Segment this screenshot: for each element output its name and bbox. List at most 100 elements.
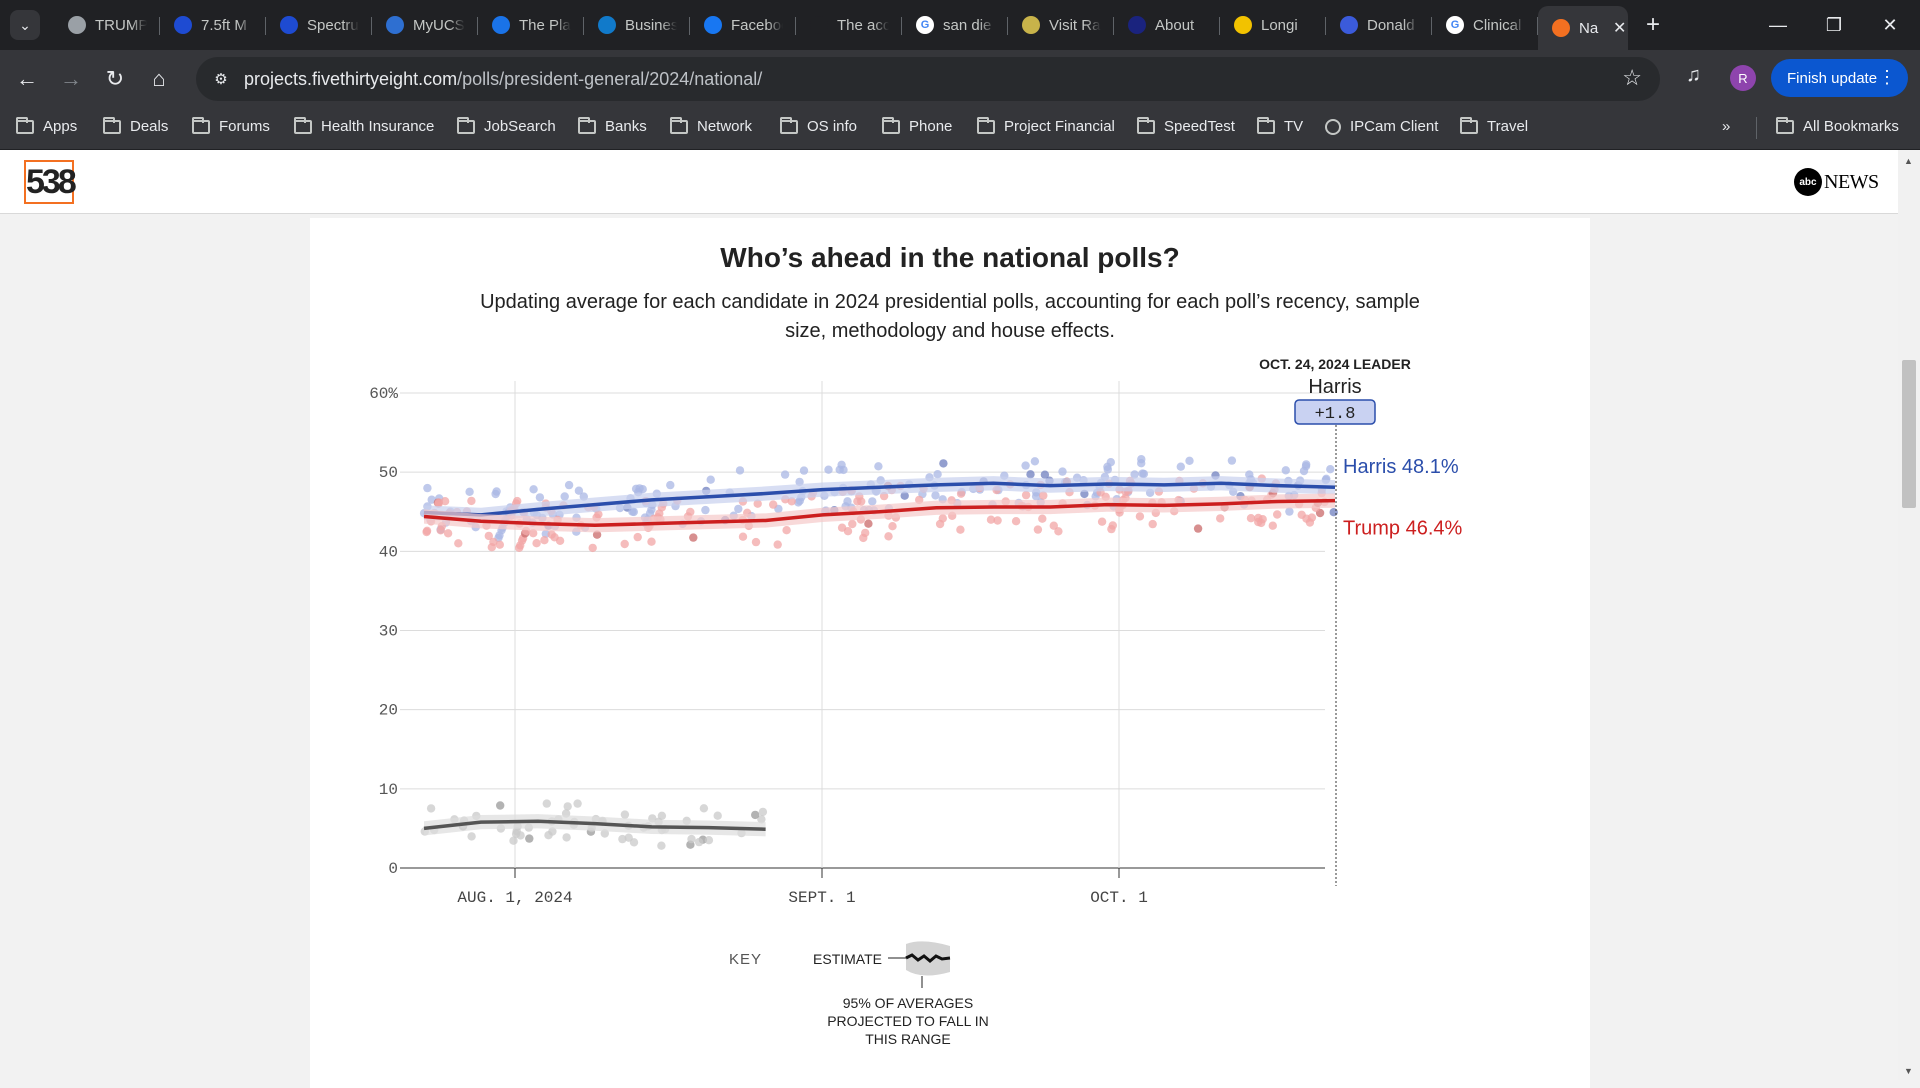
tab-7[interactable]: The acc — [796, 7, 902, 43]
site-header: 538 abc NEWS — [0, 150, 1898, 214]
y-tick-label: 20 — [379, 702, 398, 720]
poll-dot — [933, 470, 942, 479]
poll-dot — [588, 543, 597, 553]
tab-label: 7.5ft M — [201, 16, 247, 34]
close-tab-icon[interactable]: ✕ — [1613, 20, 1627, 37]
facebook-icon — [704, 16, 722, 34]
close-window-button[interactable]: ✕ — [1882, 14, 1898, 35]
restore-button[interactable]: ❐ — [1825, 14, 1843, 35]
tab-5[interactable]: Business — [584, 7, 690, 43]
bookmark-6[interactable]: Network — [670, 116, 752, 135]
tab-12[interactable]: Donald — [1326, 7, 1432, 43]
poll-dot — [426, 804, 436, 813]
scroll-down-arrow[interactable]: ▼ — [1904, 1066, 1913, 1076]
poll-dot — [706, 475, 715, 484]
poll-dot — [467, 832, 476, 841]
abc-news-word: NEWS — [1824, 170, 1879, 193]
polling-average-chart[interactable]: 60% 50 40 30 20 10 0 AUG. 1, 2024 SEPT. 1 OCT. 1 H… — [310, 218, 1590, 1088]
chart-subtitle: Updating average for each candidate in 2… — [480, 291, 1420, 342]
poll-dot — [525, 834, 534, 843]
bookmark-7[interactable]: OS info — [780, 116, 857, 135]
bookmark-12[interactable]: IPCam Client — [1325, 118, 1438, 135]
tab-2[interactable]: Spectrum — [266, 7, 372, 43]
poll-dot — [529, 529, 538, 538]
bookmark-8[interactable]: Phone — [882, 116, 952, 135]
url-text[interactable]: projects.fivethirtyeight.com/polls/presi… — [244, 68, 763, 89]
tab-11[interactable]: Longi — [1220, 7, 1326, 43]
poll-dot — [532, 539, 541, 548]
poll-dot — [1026, 470, 1035, 479]
tab-6[interactable]: Facebook — [690, 7, 796, 43]
tab-label: Visit Ra — [1049, 16, 1101, 34]
all-bookmarks-button[interactable]: All Bookmarks — [1776, 116, 1899, 135]
tab-9[interactable]: Visit Ra — [1008, 7, 1114, 43]
profile-avatar[interactable]: R — [1730, 65, 1756, 91]
new-tab-button[interactable]: + — [1646, 11, 1661, 38]
tab-3[interactable]: MyUCSD — [372, 7, 478, 43]
finish-update-button[interactable]: Finish update ⋮ — [1771, 59, 1908, 97]
more-menu-icon[interactable]: ⋮ — [1878, 67, 1896, 87]
poll-dot — [1138, 469, 1147, 478]
tab-search-button[interactable]: ⌄ — [10, 10, 40, 40]
site-info-icon[interactable]: ⚙ — [214, 71, 228, 88]
bookmark-0[interactable]: Apps — [16, 116, 77, 135]
site-logo[interactable]: 538 — [24, 160, 77, 204]
x-tick-label: OCT. 1 — [1090, 889, 1148, 907]
poll-dot — [465, 487, 474, 496]
minimize-button[interactable]: — — [1769, 14, 1787, 35]
chart-title: Who’s ahead in the national polls? — [720, 242, 1180, 273]
folder-icon — [16, 116, 34, 134]
m-icon — [1128, 16, 1146, 34]
poll-dot — [701, 505, 710, 515]
tab-10[interactable]: About — [1114, 7, 1220, 43]
poll-dot — [857, 497, 866, 506]
poll-dot — [1285, 507, 1294, 516]
poll-dot — [780, 470, 790, 479]
tab-1[interactable]: 7.5ft M — [160, 7, 266, 43]
bookmark-3[interactable]: Health Insurance — [294, 116, 434, 135]
poll-dot — [864, 519, 873, 528]
address-bar[interactable]: ⚙ projects.fivethirtyeight.com/polls/pre… — [196, 57, 1660, 101]
scrollbar-thumb[interactable] — [1902, 360, 1916, 508]
back-button[interactable]: ← — [16, 66, 38, 91]
tab-0[interactable]: TRUMP — [54, 7, 160, 43]
poll-dot — [1148, 519, 1157, 529]
poll-dot — [1176, 462, 1185, 471]
reload-button[interactable]: ↻ — [105, 66, 125, 91]
poll-dot — [935, 519, 945, 529]
bookmark-2[interactable]: Forums — [192, 116, 270, 135]
scroll-up-arrow[interactable]: ▲ — [1904, 156, 1913, 166]
poll-dot — [1097, 517, 1107, 526]
bookmark-label: Project Financial — [1004, 118, 1115, 135]
y-tick-label: 10 — [379, 781, 398, 799]
bookmark-4[interactable]: JobSearch — [457, 116, 556, 135]
poll-dot — [956, 489, 966, 498]
y-tick-label: 60% — [369, 385, 398, 403]
bookmarks-overflow-button[interactable]: » — [1722, 118, 1731, 135]
browser-toolbar: ← → ↻ ⌂ ⚙ projects.fivethirtyeight.com/p… — [0, 50, 1920, 108]
poll-dot — [1326, 465, 1335, 474]
bookmark-star-icon[interactable]: ☆ — [1622, 65, 1642, 90]
poll-dot — [454, 539, 463, 548]
bookmark-1[interactable]: Deals — [103, 116, 168, 135]
poll-dot — [1054, 527, 1063, 536]
poll-dot — [1246, 514, 1256, 523]
smiley-icon — [1234, 16, 1252, 34]
media-control-icon[interactable]: ♫ — [1686, 64, 1701, 86]
forward-button[interactable]: → — [60, 66, 82, 91]
bookmark-13[interactable]: Travel — [1460, 116, 1528, 135]
scrollbar-track[interactable] — [1898, 150, 1920, 1080]
tab-4[interactable]: The Pla — [478, 7, 584, 43]
tab-14[interactable]: Na ✕ — [1538, 6, 1628, 50]
bookmark-10[interactable]: SpeedTest — [1137, 116, 1235, 135]
bookmark-11[interactable]: TV — [1257, 116, 1303, 135]
key-range-note: THIS RANGE — [865, 1031, 951, 1047]
abc-news-logo[interactable]: abc NEWS — [1794, 168, 1879, 196]
tab-13[interactable]: G Clinical — [1432, 7, 1538, 43]
bookmark-9[interactable]: Project Financial — [977, 116, 1115, 135]
bookmark-5[interactable]: Banks — [578, 116, 647, 135]
poll-dot — [787, 497, 796, 506]
poll-dot — [1058, 467, 1067, 476]
home-button[interactable]: ⌂ — [152, 66, 166, 91]
